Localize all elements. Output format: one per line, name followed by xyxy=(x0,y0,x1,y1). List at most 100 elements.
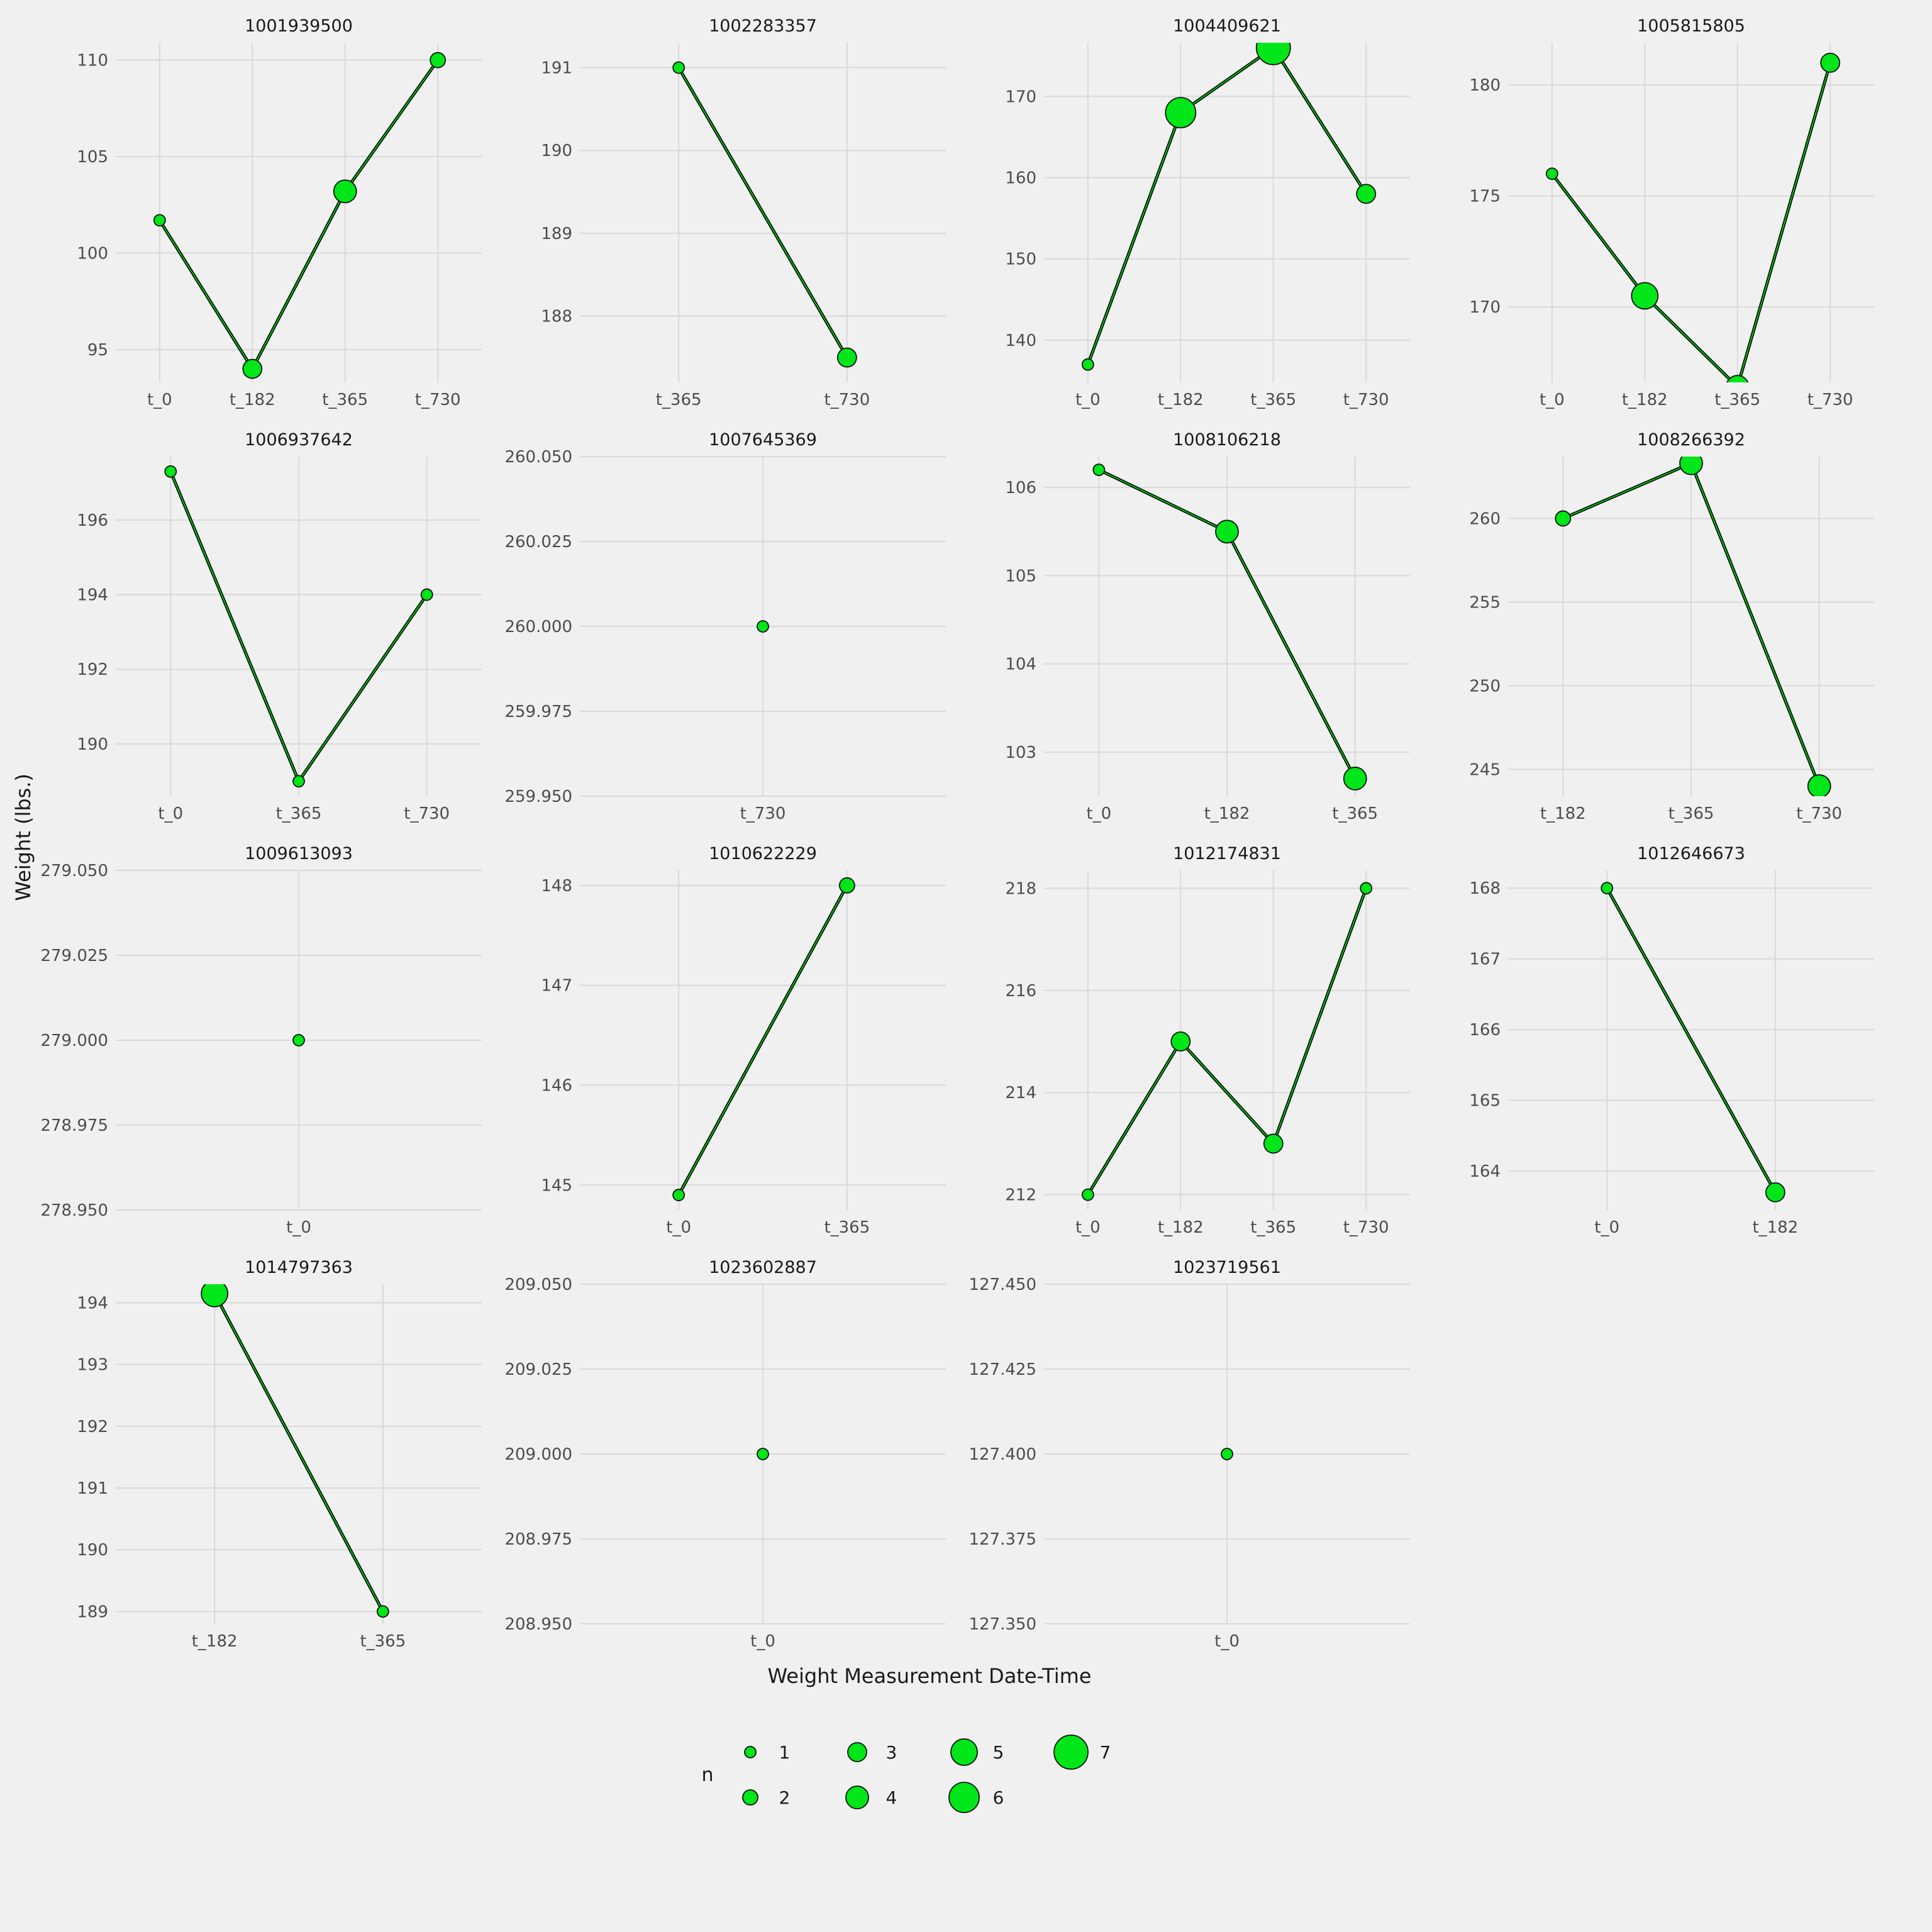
x-tick-label: t_365 xyxy=(1250,1218,1296,1237)
y-tick-label: 110 xyxy=(77,52,108,70)
data-point xyxy=(153,214,166,227)
data-point xyxy=(1807,774,1831,796)
legend-item-n-4: 4 xyxy=(837,1777,944,1818)
x-tick-label: t_0 xyxy=(158,804,183,823)
legend-item-n-6: 6 xyxy=(944,1777,1051,1818)
data-point xyxy=(1221,1448,1233,1460)
y-tick-label: 146 xyxy=(541,1076,572,1095)
facet-chart: t_0 278.950 278.975 279.000 279.025 279.050 10… xyxy=(40,844,482,1237)
data-point xyxy=(420,588,433,601)
y-tick-label: 127.425 xyxy=(970,1360,1036,1379)
facet-title: 1007645369 xyxy=(709,430,817,450)
y-tick-label: 260.025 xyxy=(506,533,572,552)
y-tick-label: 279.000 xyxy=(42,1031,108,1050)
y-tick-label: 190 xyxy=(541,142,572,160)
legend-value-label: 5 xyxy=(992,1741,1004,1763)
y-tick-label: 190 xyxy=(77,735,108,754)
data-point xyxy=(1343,767,1367,791)
legend-bubble-7 xyxy=(1053,1735,1089,1770)
facet-1023719561: t_0 127.350 127.375 127.400 127.425 127.450 10… xyxy=(969,1255,1420,1660)
y-tick-label: 160 xyxy=(1005,169,1036,187)
facet-chart: t_0 t_365 145 146 147 148 1010622229 xyxy=(541,844,946,1237)
y-tick-label: 209.000 xyxy=(506,1445,572,1464)
legend-bubble-2 xyxy=(741,1789,758,1806)
plot-area: Weight (lbs.) t_0 t_182 t_365 t_730 95 100 105… xyxy=(5,14,1923,1660)
trend-line xyxy=(1086,886,1368,1197)
x-tick-label: t_0 xyxy=(1075,1218,1101,1237)
trend-line-core xyxy=(214,1292,384,1613)
y-tick-label: 189 xyxy=(541,225,572,243)
x-tick-label: t_182 xyxy=(1622,391,1668,409)
x-tick-label: t_182 xyxy=(230,391,275,409)
legend-bubble xyxy=(847,1742,867,1762)
y-tick-label: 180 xyxy=(1469,76,1501,95)
facet-1014797363: t_182 t_365 189 190 191 192 193 194 1014797363 xyxy=(42,1255,492,1660)
y-tick-label: 194 xyxy=(77,586,108,605)
trend-line-core xyxy=(1606,887,1776,1193)
data-point xyxy=(1165,97,1197,129)
x-tick-label: t_730 xyxy=(824,391,870,409)
y-tick-label: 140 xyxy=(1005,331,1036,350)
y-tick-label: 214 xyxy=(1005,1084,1036,1102)
x-tick-label: t_730 xyxy=(1807,391,1853,409)
data-point xyxy=(838,877,855,894)
x-tick-label: t_0 xyxy=(1086,804,1111,823)
data-point xyxy=(672,61,686,74)
legend-rows: 1 3 5 7 2 4 6 xyxy=(730,1732,1158,1818)
facet-1008266392: t_182 t_365 t_730 245 250 255 260 1008266392 xyxy=(1434,428,1884,833)
data-point xyxy=(1255,43,1291,65)
facet-1007645369: t_730 259.950 259.975 260.000 260.025 260.050… xyxy=(504,428,956,833)
x-tick-label: t_730 xyxy=(404,804,450,823)
y-tick-label: 191 xyxy=(77,1479,108,1498)
y-tick-label: 175 xyxy=(1469,187,1501,206)
facet-panel xyxy=(757,1448,769,1460)
facet-chart: t_0 127.350 127.375 127.400 127.425 127.450 10… xyxy=(969,1258,1410,1651)
data-point xyxy=(1545,167,1558,180)
legend-bubble-5 xyxy=(950,1738,978,1766)
y-tick-label: 208.975 xyxy=(506,1530,572,1549)
facet-chart: t_0 t_182 t_365 t_730 95 100 105 110 1001939500 xyxy=(77,16,482,409)
legend-bubble xyxy=(741,1789,758,1806)
x-tick-label: t_0 xyxy=(1540,391,1565,409)
x-tick-label: t_182 xyxy=(1158,1218,1204,1237)
y-tick-label: 279.025 xyxy=(42,947,108,965)
legend-value-label: 4 xyxy=(886,1787,897,1808)
facet-chart: t_0 t_365 t_730 190 192 194 196 1006937642 xyxy=(77,430,482,823)
facet-chart: t_0 t_182 t_365 t_730 140 150 160 170 1004409621 xyxy=(1005,16,1410,409)
facet-title: 1014797363 xyxy=(245,1258,353,1277)
trend-line xyxy=(1550,61,1832,382)
facet-panel xyxy=(672,61,857,368)
legend-item-n-1: 1 xyxy=(730,1732,837,1772)
x-tick-label: t_365 xyxy=(1714,391,1760,409)
data-point xyxy=(1356,184,1377,204)
data-point xyxy=(1092,464,1106,476)
legend-value-label: 3 xyxy=(886,1741,897,1763)
y-tick-label: 278.975 xyxy=(42,1116,108,1135)
y-tick-label: 166 xyxy=(1469,1021,1501,1040)
y-tick-label: 127.450 xyxy=(970,1275,1036,1294)
legend-bubble xyxy=(1053,1735,1089,1770)
y-tick-label: 170 xyxy=(1005,87,1036,106)
legend-value-label: 7 xyxy=(1099,1741,1111,1763)
y-tick-label: 245 xyxy=(1469,760,1501,779)
facet-title: 1008266392 xyxy=(1637,430,1745,450)
x-tick-label: t_730 xyxy=(1343,391,1389,409)
trend-line-core xyxy=(678,884,848,1196)
facet-panel xyxy=(1081,882,1373,1201)
trend-line xyxy=(158,58,440,370)
x-tick-label: t_0 xyxy=(1075,391,1101,409)
data-point xyxy=(1555,510,1572,527)
legend-value-label: 2 xyxy=(779,1787,791,1808)
trend-line-core xyxy=(1087,887,1367,1196)
x-tick-label: t_730 xyxy=(1343,1218,1389,1237)
y-tick-label: 168 xyxy=(1469,879,1501,898)
y-tick-label: 259.975 xyxy=(506,702,572,721)
facet-panel xyxy=(672,877,855,1202)
y-tick-label: 193 xyxy=(77,1356,108,1375)
x-tick-label: t_0 xyxy=(1214,1632,1240,1651)
facet-panel xyxy=(1545,52,1841,382)
facet-panel xyxy=(164,465,433,788)
x-tick-label: t_182 xyxy=(1204,804,1250,823)
legend-item-n-3: 3 xyxy=(837,1732,944,1772)
facet-chart: t_182 t_365 189 190 191 192 193 194 1014797363 xyxy=(77,1258,482,1651)
